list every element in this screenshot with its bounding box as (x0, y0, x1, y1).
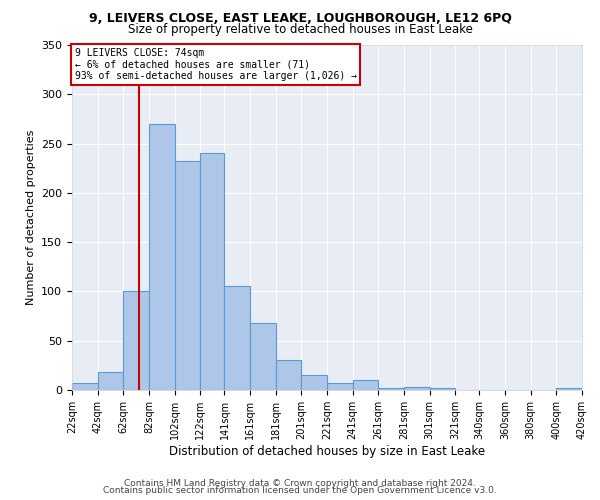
X-axis label: Distribution of detached houses by size in East Leake: Distribution of detached houses by size … (169, 444, 485, 458)
Bar (149, 124, 175, 390)
Bar (430, 388, 455, 390)
Text: Contains public sector information licensed under the Open Government Licence v3: Contains public sector information licen… (103, 486, 497, 495)
Bar (404, 387, 430, 390)
Text: Size of property relative to detached houses in East Leake: Size of property relative to detached ho… (128, 22, 472, 36)
Bar (175, 162, 200, 390)
Y-axis label: Number of detached properties: Number of detached properties (26, 130, 35, 305)
Bar (72, 383, 98, 390)
Bar (224, 286, 250, 390)
Bar (301, 375, 327, 390)
Bar (200, 154, 224, 390)
Bar (353, 380, 378, 390)
Bar (378, 388, 404, 390)
Bar (98, 372, 123, 390)
Bar (276, 360, 301, 390)
Text: Contains HM Land Registry data © Crown copyright and database right 2024.: Contains HM Land Registry data © Crown c… (124, 478, 476, 488)
Text: 9 LEIVERS CLOSE: 74sqm
← 6% of detached houses are smaller (71)
93% of semi-deta: 9 LEIVERS CLOSE: 74sqm ← 6% of detached … (74, 48, 356, 81)
Bar (556, 388, 582, 390)
Text: 9, LEIVERS CLOSE, EAST LEAKE, LOUGHBOROUGH, LE12 6PQ: 9, LEIVERS CLOSE, EAST LEAKE, LOUGHBOROU… (89, 12, 511, 26)
Bar (327, 383, 353, 390)
Bar (250, 323, 276, 390)
Bar (123, 292, 149, 390)
